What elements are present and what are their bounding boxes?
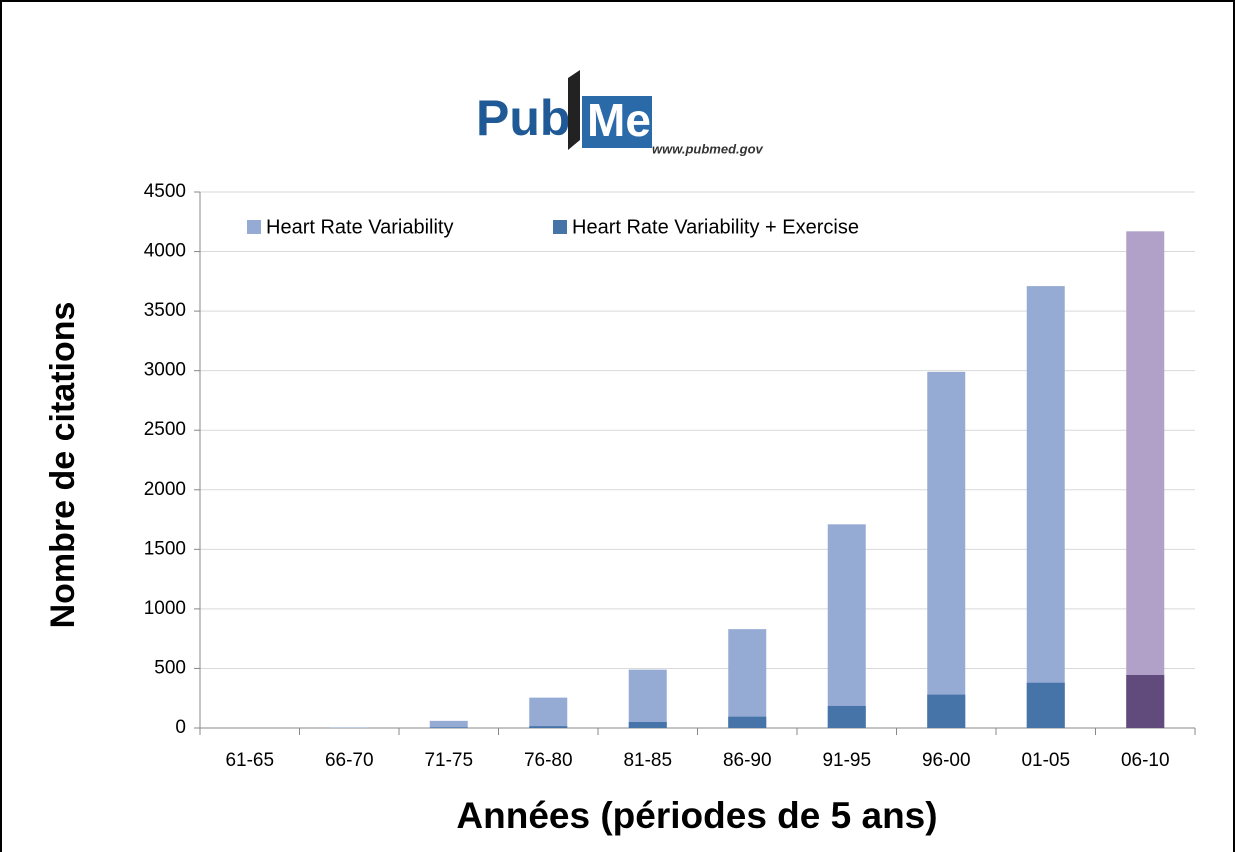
- bar: [1126, 231, 1165, 728]
- bar: [927, 371, 966, 728]
- y-tick-label: 1500: [144, 538, 186, 559]
- bar: [827, 524, 866, 728]
- bar: [728, 716, 767, 728]
- x-tick-label: 91-95: [822, 750, 871, 771]
- x-tick-label: 86-90: [723, 750, 772, 771]
- bar: [1026, 682, 1065, 728]
- y-tick-label: 2000: [144, 479, 186, 500]
- bar: [429, 727, 468, 728]
- x-tick-label: 81-85: [623, 750, 672, 771]
- logo-right: Med: [587, 94, 679, 146]
- x-tick-label: 76-80: [524, 750, 573, 771]
- x-tick-label: 06-10: [1121, 750, 1170, 771]
- bar: [628, 669, 667, 728]
- x-tick-label: 96-00: [922, 750, 971, 771]
- y-tick-label: 3000: [144, 360, 186, 381]
- logo: Pub Med www.pubmed.gov: [476, 70, 764, 156]
- y-tick-label: 1000: [144, 598, 186, 619]
- logo-left: Pub: [476, 90, 570, 146]
- y-tick-label: 4500: [144, 181, 186, 202]
- y-tick-label: 4000: [144, 241, 186, 262]
- bar: [1126, 674, 1165, 728]
- bar: [429, 720, 468, 728]
- x-axis-label: Années (périodes de 5 ans): [456, 795, 937, 836]
- x-tick-label: 01-05: [1021, 750, 1070, 771]
- legend-label: Heart Rate Variability: [266, 216, 453, 238]
- legend-label: Heart Rate Variability + Exercise: [572, 216, 859, 238]
- logo-url: www.pubmed.gov: [652, 141, 764, 156]
- x-tick-label: 61-65: [225, 750, 274, 771]
- x-tick-label: 71-75: [424, 750, 473, 771]
- y-tick-label: 3500: [144, 300, 186, 321]
- bar: [628, 722, 667, 728]
- x-tick-label: 66-70: [325, 750, 374, 771]
- bar: [529, 697, 568, 728]
- bar: [728, 629, 767, 728]
- logo-box: [582, 96, 652, 148]
- logo-bookmark: [568, 70, 580, 150]
- bar: [927, 694, 966, 728]
- y-tick-label: 0: [175, 717, 186, 738]
- bar: [330, 727, 369, 728]
- legend-swatch: [247, 220, 261, 234]
- bar: [827, 705, 866, 728]
- y-tick-label: 2500: [144, 419, 186, 440]
- bar: [1026, 286, 1065, 728]
- y-tick-label: 500: [154, 657, 186, 678]
- legend-swatch: [553, 220, 567, 234]
- y-axis-label: Nombre de citations: [44, 302, 82, 629]
- bar: [529, 726, 568, 728]
